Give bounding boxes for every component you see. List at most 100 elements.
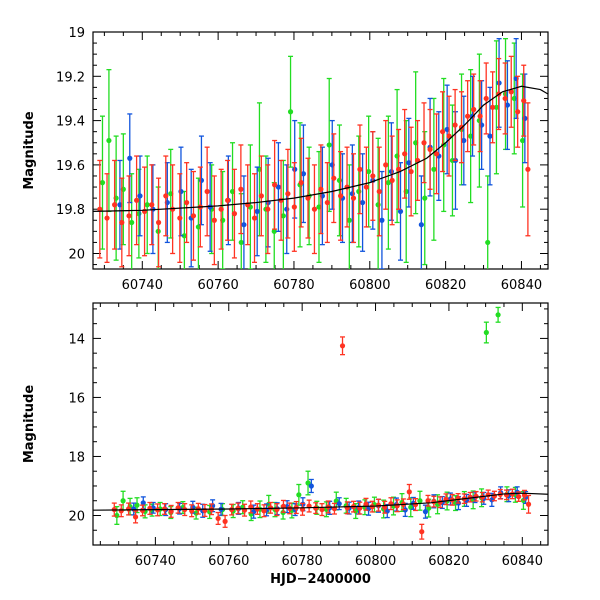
data-point	[177, 215, 183, 221]
x-tick-label: 60760	[197, 278, 238, 293]
x-tick-label: 60840	[501, 278, 542, 293]
data-point	[204, 188, 210, 195]
data-point	[127, 155, 133, 161]
data-point	[140, 500, 146, 506]
data-point	[308, 483, 314, 489]
data-point	[313, 505, 319, 511]
y-axis-title: Magnitude	[22, 111, 37, 190]
data-point	[241, 222, 247, 228]
model-curve	[93, 492, 548, 511]
data-point	[508, 89, 514, 95]
data-point	[258, 193, 264, 199]
series-b	[117, 37, 528, 269]
data-point	[503, 492, 510, 498]
data-point	[412, 501, 419, 508]
data-point	[344, 505, 350, 511]
data-point	[417, 498, 423, 504]
data-point	[388, 168, 395, 175]
data-point	[99, 180, 106, 186]
data-point	[132, 514, 139, 520]
data-point	[519, 137, 526, 144]
data-point	[452, 122, 458, 128]
data-point	[356, 188, 362, 195]
data-point	[477, 113, 483, 119]
data-point	[433, 151, 440, 157]
data-point	[461, 137, 467, 144]
data-point	[144, 202, 150, 208]
data-point	[119, 219, 125, 226]
data-point	[366, 168, 372, 175]
data-point	[408, 168, 414, 175]
data-point	[359, 199, 366, 206]
x-tick-label: 60820	[425, 278, 466, 293]
data-point	[446, 133, 452, 139]
y-tick-label: 19.2	[56, 70, 85, 85]
data-point	[296, 492, 302, 498]
y-tick-label: 20	[68, 247, 85, 262]
data-point	[305, 195, 311, 201]
data-point	[275, 184, 282, 190]
data-point	[465, 113, 471, 119]
series-g	[114, 306, 527, 525]
data-point	[163, 193, 169, 199]
y-tick-label: 19	[68, 26, 85, 41]
y-tick-label: 14	[68, 332, 85, 347]
data-point	[265, 206, 271, 212]
data-point	[184, 199, 190, 206]
data-point	[155, 219, 162, 226]
data-point	[337, 193, 344, 199]
data-point	[137, 193, 143, 199]
data-point	[363, 501, 369, 507]
plot-frame	[92, 31, 549, 270]
data-point	[339, 343, 346, 349]
data-layer	[93, 306, 548, 540]
data-point	[319, 506, 325, 513]
x-tick-label: 60740	[122, 278, 163, 293]
panel-top: 60740 60760 60780 60800 60820 60840 19 19.2 19.4…	[22, 26, 549, 293]
data-point	[181, 233, 187, 239]
data-point	[495, 312, 501, 318]
data-point	[129, 219, 135, 226]
data-point	[251, 215, 258, 221]
data-point	[280, 213, 286, 219]
data-point	[190, 213, 197, 219]
data-point	[104, 215, 110, 221]
x-axis-title: HJD−2400000	[270, 572, 371, 587]
data-point	[346, 217, 352, 223]
data-point	[485, 239, 491, 246]
data-point	[114, 512, 120, 519]
data-point	[516, 494, 522, 500]
data-point	[218, 206, 224, 212]
data-layer	[93, 37, 548, 269]
data-point	[300, 171, 307, 177]
data-point	[118, 508, 124, 514]
data-point	[493, 104, 500, 110]
data-point	[491, 493, 498, 499]
data-point	[106, 137, 112, 144]
data-point	[336, 177, 343, 184]
data-point	[422, 509, 429, 515]
data-point	[467, 494, 473, 500]
data-point	[326, 142, 332, 148]
data-point	[379, 217, 385, 223]
data-point	[215, 515, 221, 522]
data-point	[350, 195, 357, 201]
data-point	[425, 498, 431, 504]
data-point	[375, 202, 381, 208]
data-point	[525, 501, 532, 507]
data-point	[149, 202, 155, 208]
data-point	[389, 177, 395, 184]
y-axis-title: Magnitude	[22, 385, 37, 464]
data-point	[261, 508, 267, 514]
data-point	[272, 182, 278, 188]
data-point	[284, 206, 290, 212]
x-tick-label: 60840	[502, 554, 543, 569]
data-point	[525, 166, 531, 172]
data-point	[287, 109, 294, 115]
data-point	[125, 506, 132, 512]
data-point	[396, 166, 402, 172]
model-curve	[93, 85, 548, 213]
x-tick-label: 60780	[281, 554, 322, 569]
